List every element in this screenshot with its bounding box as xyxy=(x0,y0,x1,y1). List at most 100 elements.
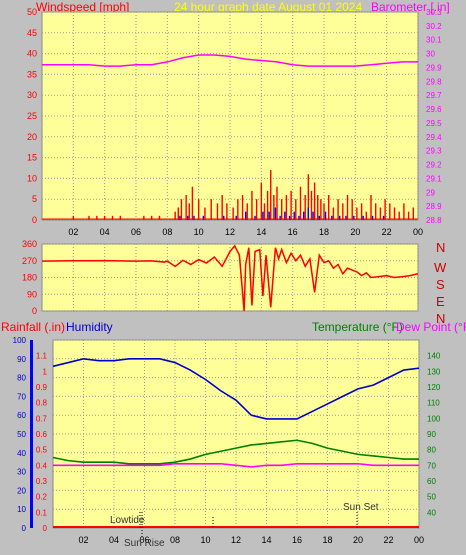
rainfall-tick-label: 60 xyxy=(17,411,26,420)
x-tick-label: 18 xyxy=(319,227,329,237)
humidity-tick-label: 0.4 xyxy=(36,461,48,470)
compass-label-n-bottom: N xyxy=(436,311,445,326)
barometer-tick-label: 29.8 xyxy=(426,77,442,86)
rainfall-tick-label: 100 xyxy=(13,336,27,345)
compass-label-e: E xyxy=(436,294,445,309)
wind-direction-line xyxy=(41,244,419,312)
x-tick-label: 14 xyxy=(261,535,271,545)
temperature-line xyxy=(52,439,419,465)
x-tick-label: 14 xyxy=(256,227,266,237)
temperature-line-group xyxy=(52,357,420,528)
temperature-tick-label: 110 xyxy=(427,399,440,408)
humidity-tick-label: 0.3 xyxy=(36,477,48,486)
rainfall-tick-label: 70 xyxy=(17,392,26,401)
x-tick-label: 04 xyxy=(109,535,119,545)
temperature-x-tick-labels: 02 04 06 08 10 12 14 16 18 20 22 00 xyxy=(78,535,424,545)
barometer-tick-label: 28.9 xyxy=(426,202,442,211)
rainfall-tick-label: 0 xyxy=(22,524,27,533)
windspeed-tick-label: 40 xyxy=(27,49,37,59)
rainfall-tick-label: 80 xyxy=(17,374,26,383)
temperature-tick-label: 90 xyxy=(427,430,436,439)
barometer-tick-label: 29.3 xyxy=(426,147,442,156)
compass-label-s: S xyxy=(436,277,445,292)
humidity-tick-label: 0.6 xyxy=(36,430,48,439)
windspeed-tick-label: 45 xyxy=(27,28,37,38)
barometer-tick-label: 30.1 xyxy=(426,36,442,45)
windspeed-tick-label: 35 xyxy=(27,69,37,79)
x-tick-label: 18 xyxy=(322,535,332,545)
barometer-tick-label: 30.2 xyxy=(426,22,442,31)
windspeed-tick-labels: 0 5 10 15 20 25 30 35 40 45 50 xyxy=(27,7,37,225)
temperature-tick-label: 140 xyxy=(427,352,441,361)
direction-tick-labels: 0 90 180 270 360 xyxy=(22,239,37,316)
windspeed-tick-label: 20 xyxy=(27,132,37,142)
humidity-tick-label: 0 xyxy=(43,524,48,533)
humidity-tick-label: 0.5 xyxy=(36,446,48,455)
humidity-line xyxy=(52,357,420,420)
barometer-tick-label: 29.2 xyxy=(426,161,442,170)
barometer-tick-label: 30.3 xyxy=(426,8,442,17)
x-tick-label: 16 xyxy=(288,227,298,237)
temperature-tick-label: 40 xyxy=(427,508,436,517)
direction-tick-label: 0 xyxy=(32,306,37,316)
temperature-tick-label: 70 xyxy=(427,461,436,470)
windspeed-tick-label: 15 xyxy=(27,153,37,163)
humidity-tick-label: 0.8 xyxy=(36,399,48,408)
barometer-tick-label: 29 xyxy=(426,188,435,197)
x-tick-label: 02 xyxy=(78,535,88,545)
barometer-tick-label: 29.9 xyxy=(426,63,442,72)
windspeed-bars xyxy=(42,170,418,220)
direction-tick-label: 180 xyxy=(22,273,37,283)
barometer-tick-label: 29.5 xyxy=(426,119,442,128)
x-tick-label: 22 xyxy=(382,227,392,237)
temperature-tick-label: 100 xyxy=(427,414,441,423)
barometer-axis-title: Barometer [.in] xyxy=(371,0,450,14)
barometer-tick-label: 29.4 xyxy=(426,133,442,142)
rainfall-tick-label: 20 xyxy=(17,486,26,495)
barometer-line-group xyxy=(42,54,418,67)
x-tick-label: 08 xyxy=(162,227,172,237)
x-tick-label: 04 xyxy=(100,227,110,237)
barometer-tick-label: 30 xyxy=(426,50,435,59)
rainfall-tick-label: 30 xyxy=(17,468,26,477)
humidity-tick-label: 1.1 xyxy=(36,352,48,361)
compass-label-w: W xyxy=(434,260,447,275)
barometer-tick-labels: 28.8 28.9 29 29.1 29.2 29.3 29.4 29.5 29.6 29.7 29… xyxy=(426,8,442,225)
barometer-tick-label: 29.7 xyxy=(426,91,442,100)
x-tick-label: 02 xyxy=(68,227,78,237)
humidity-tick-label: 0.2 xyxy=(36,493,48,502)
x-tick-label: 06 xyxy=(139,535,149,545)
x-tick-label: 08 xyxy=(170,535,180,545)
temperature-tick-label: 120 xyxy=(427,383,441,392)
barometer-line xyxy=(42,54,418,67)
direction-tick-label: 270 xyxy=(22,256,37,266)
x-tick-label: 10 xyxy=(194,227,204,237)
dew-point-axis-title: Dew Point (°F) xyxy=(396,320,466,334)
humidity-tick-label: 0.9 xyxy=(36,383,48,392)
barometer-tick-label: 28.8 xyxy=(426,216,442,225)
x-tick-label: 12 xyxy=(225,227,235,237)
rainfall-tick-label: 10 xyxy=(17,505,26,514)
rainfall-tick-labels: 0 10 20 30 40 50 60 70 80 90 100 xyxy=(13,336,27,533)
x-tick-label: 12 xyxy=(231,535,241,545)
direction-tick-label: 90 xyxy=(27,289,37,299)
x-tick-label: 10 xyxy=(200,535,210,545)
rainfall-tick-label: 40 xyxy=(17,449,26,458)
humidity-axis-title: Humidity xyxy=(66,320,113,334)
windspeed-axis-title: Windspeed [mph] xyxy=(36,0,129,14)
x-tick-label: 06 xyxy=(131,227,141,237)
dew-point-line xyxy=(53,462,419,468)
x-tick-label: 00 xyxy=(414,535,424,545)
humidity-tick-label: 0.1 xyxy=(36,508,48,517)
compass-labels: N W S E N xyxy=(434,240,447,326)
humidity-tick-label: 0.7 xyxy=(36,414,48,423)
windspeed-tick-label: 25 xyxy=(27,111,37,121)
barometer-tick-label: 29.6 xyxy=(426,105,442,114)
wind-x-tick-labels: 02 04 06 08 10 12 14 16 18 20 22 00 xyxy=(68,227,423,237)
graph-date-title: 24 hour graph date August 01 2024 xyxy=(174,0,362,14)
x-tick-label: 20 xyxy=(353,535,363,545)
humidity-tick-labels: 0 0.1 0.2 0.3 0.4 0.5 0.6 0.7 0.8 0.9 1 1.1 xyxy=(36,352,48,533)
windspeed-tick-label: 0 xyxy=(32,215,37,225)
humidity-tick-label: 1 xyxy=(43,367,48,376)
temperature-tick-labels: 40 50 60 70 80 90 100 110 120 130 140 xyxy=(427,352,441,518)
